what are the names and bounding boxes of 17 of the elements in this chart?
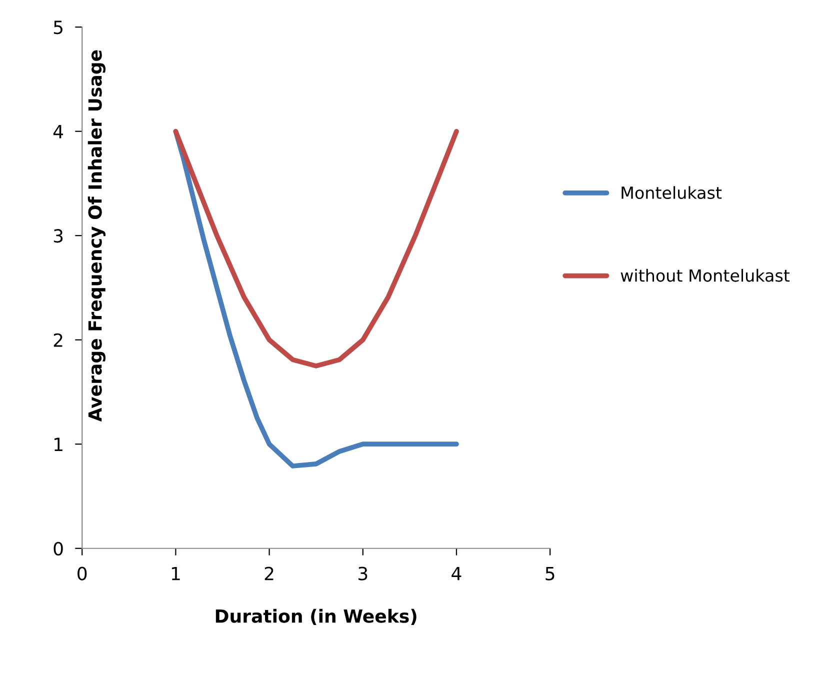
y-tick-label: 2 bbox=[54, 333, 62, 347]
x-tick-label: 1 bbox=[172, 566, 180, 580]
x-tick-label: 5 bbox=[546, 566, 554, 580]
y-tick-label: 0 bbox=[54, 542, 63, 556]
legend-label: Montelukast bbox=[622, 186, 722, 200]
x-tick-label: 3 bbox=[358, 566, 368, 580]
y-axis-title: Average Frequency Of Inhaler Usage bbox=[88, 50, 106, 422]
y-tick-label: 5 bbox=[54, 20, 62, 34]
y-tick-label: 3 bbox=[54, 229, 63, 243]
legend-label: without Montelukast bbox=[620, 268, 790, 282]
x-tick-label: 2 bbox=[264, 566, 274, 580]
x-axis-title: Duration (in Weeks) bbox=[216, 608, 416, 625]
line-series bbox=[173, 128, 459, 368]
y-tick-label: 4 bbox=[53, 125, 64, 138]
x-tick-label: 4 bbox=[452, 566, 462, 580]
y-tick-label: 1 bbox=[54, 438, 62, 451]
x-tick-label: 0 bbox=[78, 566, 87, 580]
